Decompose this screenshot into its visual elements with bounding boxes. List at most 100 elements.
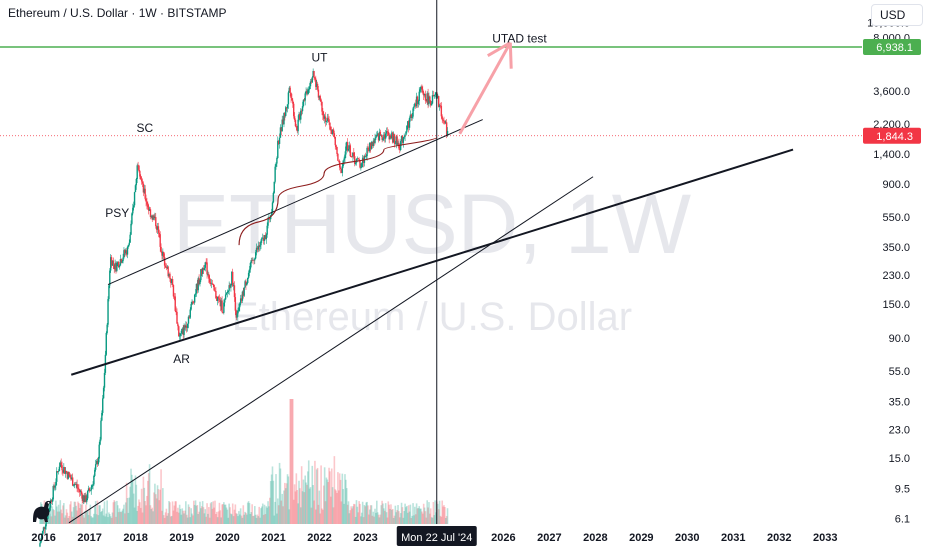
volume-bar [434,500,436,524]
volume-bar [399,513,402,524]
candle-body [278,137,281,144]
volume-bar [147,480,149,524]
candle-body [446,130,449,136]
volume-bar [170,516,172,524]
watermark-name: Ethereum / U.S. Dollar [232,295,632,339]
volume-bar [421,511,423,524]
price-axis[interactable]: 10,000.08,000.03,600.02,200.01,400.0900.… [863,18,921,526]
volume-bar [113,500,116,524]
candle-body [263,235,266,241]
volume-bar [335,490,337,524]
time-axis[interactable]: 2016201720182019202020212022202320252026… [31,526,837,546]
candle-body [171,279,174,286]
price-tick-label: 230.0 [882,270,910,282]
candle-body [293,116,296,120]
volume-bar [281,493,284,524]
candle-body [65,470,68,473]
volume-bar [74,501,77,524]
candle-body [389,135,391,140]
volume-bar [280,500,283,524]
candle-body [234,297,237,311]
volume-bar [345,488,348,524]
volume-bar [356,506,359,524]
volume-bar [307,471,309,524]
candle-body [184,325,186,328]
candle-body [400,136,403,142]
candle-body [300,110,302,120]
tradingview-dino-icon[interactable] [28,498,56,526]
candle-body [252,259,254,261]
candle-body [191,301,193,305]
candle-body [379,131,382,136]
candle-body [426,93,428,102]
volume-bar [266,507,268,524]
volume-bar [284,482,286,524]
volume-bar [278,462,281,524]
candle-body [71,477,74,486]
volume-bar [424,511,427,524]
currency-button[interactable]: USD [871,4,923,26]
candle-body [195,283,198,294]
candle-body [151,215,153,220]
volume-bar [409,504,412,524]
candle-body [222,312,224,313]
candle-body [392,134,395,143]
candle-body [302,99,305,107]
candle-body [387,131,389,135]
candle-body [280,127,283,132]
volume-bar [432,502,435,524]
utad-arrow-head-right [487,41,512,57]
volume-bar [236,513,238,524]
volume-bar [173,505,176,524]
candle-body [174,296,176,311]
candle-body [394,143,397,145]
candle-body [348,145,351,149]
time-tick-label: 2020 [215,532,239,544]
annotation-label: UT [312,50,329,64]
volume-bar [52,509,55,524]
volume-bar [375,512,377,524]
candle-body [92,484,94,486]
volume-bar [101,510,103,524]
candle-body [81,494,84,501]
candle-body [308,89,310,90]
volume-bar [339,479,342,524]
volume-bar [73,501,76,524]
candle-body [175,310,177,312]
candle-body [270,212,273,216]
volume-bar [296,489,299,524]
volume-bar [231,514,233,524]
candle-body [124,250,126,254]
volume-bar [307,460,310,524]
candle-body [415,96,418,107]
candle-body [78,488,80,490]
volume-bar [184,510,186,524]
candle-body [327,117,329,120]
candle-body [253,259,255,261]
candle-body [335,145,337,147]
volume-bar [401,507,404,524]
annotation-label: SC [136,121,153,135]
volume-bar [132,493,135,524]
volume-bar [353,503,355,524]
candle-body [155,226,158,230]
candle-body [251,259,253,261]
candle-body [395,136,397,144]
time-tick-label: 2018 [123,532,147,544]
symbol-title[interactable]: Ethereum / U.S. Dollar · 1W · BITSTAMP [8,6,227,20]
candle-body [393,134,396,144]
candle-body [428,96,430,105]
candle-body [53,485,55,488]
candle-body [399,148,401,151]
volume-bar [51,506,54,524]
candle-body [199,280,201,285]
candle-body [145,198,147,202]
volume-bar [139,507,142,524]
volume-bar [433,515,436,524]
candle-body [421,86,423,90]
candle-body [150,215,153,218]
volume-bar [272,480,275,524]
volume-bar [251,504,253,524]
candle-body [127,244,130,247]
